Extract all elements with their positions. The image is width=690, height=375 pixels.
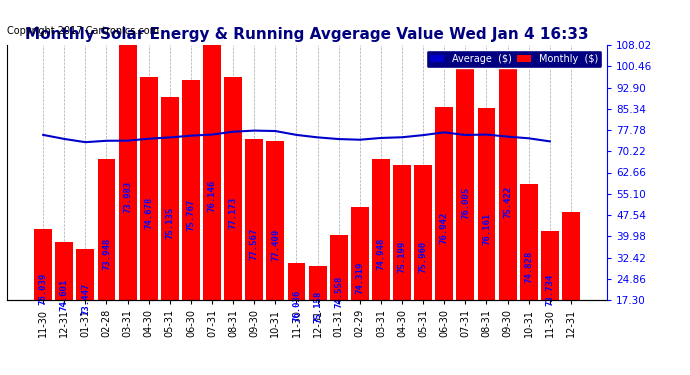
Bar <box>246 139 264 349</box>
Text: 75.767: 75.767 <box>186 198 195 231</box>
Bar <box>393 165 411 349</box>
Text: 74.678: 74.678 <box>144 197 153 229</box>
Text: 76.161: 76.161 <box>482 212 491 244</box>
Text: 75.199: 75.199 <box>397 240 406 273</box>
Bar <box>372 159 390 349</box>
Text: Copyright 2017 Cartronics.com: Copyright 2017 Cartronics.com <box>7 26 159 36</box>
Legend: Average  ($), Monthly  ($): Average ($), Monthly ($) <box>426 50 602 68</box>
Bar <box>351 207 368 349</box>
Bar <box>203 44 221 349</box>
Bar <box>288 263 306 349</box>
Text: 75.422: 75.422 <box>503 186 512 218</box>
Text: 73.734: 73.734 <box>545 273 554 306</box>
Bar <box>55 242 73 349</box>
Bar <box>119 45 137 349</box>
Text: 76.942: 76.942 <box>440 211 449 244</box>
Bar <box>414 165 432 349</box>
Text: 75.960: 75.960 <box>419 240 428 273</box>
Text: 75.158: 75.158 <box>313 291 322 323</box>
Text: 73.983: 73.983 <box>123 181 132 213</box>
Text: 75.135: 75.135 <box>166 207 175 239</box>
Bar <box>456 58 474 349</box>
Bar <box>161 97 179 349</box>
Text: 73.948: 73.948 <box>102 238 111 270</box>
Title: Monthly Solar Energy & Running Avgerage Value Wed Jan 4 16:33: Monthly Solar Energy & Running Avgerage … <box>26 27 589 42</box>
Bar <box>477 108 495 349</box>
Text: 74.828: 74.828 <box>524 250 533 282</box>
Bar <box>140 77 158 349</box>
Bar <box>182 80 200 349</box>
Bar <box>562 212 580 349</box>
Bar <box>330 235 348 349</box>
Bar <box>77 249 95 349</box>
Text: 73.447: 73.447 <box>81 283 90 315</box>
Text: 74.948: 74.948 <box>377 238 386 270</box>
Bar <box>308 266 326 349</box>
Text: 77.173: 77.173 <box>228 197 237 229</box>
Text: 77.409: 77.409 <box>271 228 280 261</box>
Bar <box>97 159 115 349</box>
Text: 76.039: 76.039 <box>39 273 48 305</box>
Bar <box>520 184 538 349</box>
Text: 76.146: 76.146 <box>208 180 217 212</box>
Text: 76.036: 76.036 <box>292 290 301 322</box>
Text: 74.601: 74.601 <box>60 279 69 311</box>
Bar <box>266 141 284 349</box>
Bar <box>435 107 453 349</box>
Bar <box>34 229 52 349</box>
Text: 74.558: 74.558 <box>334 276 343 308</box>
Text: 76.005: 76.005 <box>461 187 470 219</box>
Bar <box>499 55 517 349</box>
Bar <box>541 231 559 349</box>
Text: 74.319: 74.319 <box>355 261 364 294</box>
Bar <box>224 77 242 349</box>
Text: 77.567: 77.567 <box>250 228 259 260</box>
